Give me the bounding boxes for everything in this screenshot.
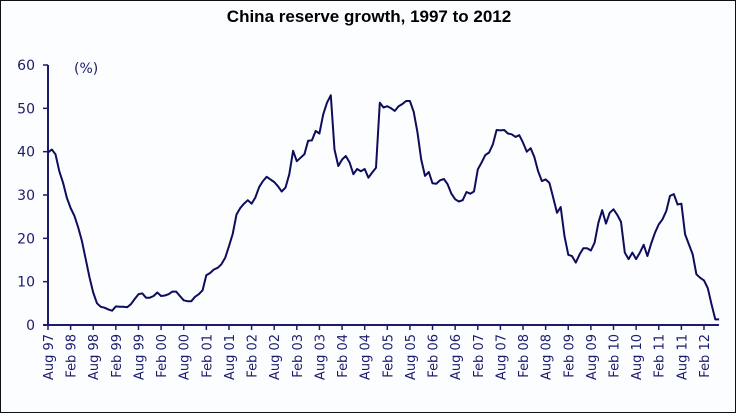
x-tick-label: Aug 10 bbox=[630, 334, 645, 380]
x-tick-label: Feb 04 bbox=[336, 334, 351, 378]
x-tick-label: Feb 00 bbox=[155, 334, 170, 378]
x-tick-label: Feb 11 bbox=[653, 334, 668, 378]
y-tick-label: 0 bbox=[26, 318, 35, 334]
series-line bbox=[47, 94, 720, 321]
x-tick-label: Feb 08 bbox=[517, 334, 532, 378]
x-tick-label: Aug 04 bbox=[359, 334, 374, 380]
x-tick-label: Aug 07 bbox=[494, 334, 509, 380]
x-tick-label: Feb 09 bbox=[562, 334, 577, 378]
axes: 0 10 20 30 40 50 60 Aug 97 Feb 98 Aug 98 Feb 99 Aug… bbox=[17, 58, 719, 380]
x-tick-label: Feb 12 bbox=[698, 334, 713, 378]
x-tick-label: Aug 09 bbox=[585, 334, 600, 380]
chart-title: China reserve growth, 1997 to 2012 bbox=[226, 7, 512, 26]
x-tick-label: Aug 98 bbox=[87, 334, 102, 380]
x-tick-label: Aug 00 bbox=[178, 334, 193, 380]
y-axis-unit-label: (%) bbox=[74, 61, 98, 77]
x-tick-label: Feb 03 bbox=[291, 334, 306, 378]
x-tick-label: Aug 03 bbox=[313, 334, 328, 380]
x-tick-label: Aug 11 bbox=[675, 334, 690, 380]
y-tick-label: 50 bbox=[17, 101, 35, 117]
y-tick-label: 10 bbox=[17, 275, 35, 291]
x-tick-label: Aug 08 bbox=[540, 334, 555, 380]
x-tick-label: Feb 98 bbox=[65, 334, 80, 378]
x-tick-label: Aug 05 bbox=[404, 334, 419, 380]
x-tick-label: Feb 06 bbox=[427, 334, 442, 378]
y-tick-label: 60 bbox=[17, 58, 35, 74]
y-tick-label: 30 bbox=[17, 188, 35, 204]
x-tick-label: Aug 06 bbox=[449, 334, 464, 380]
y-tick-label: 40 bbox=[17, 145, 35, 161]
x-tick-label: Aug 99 bbox=[132, 334, 147, 380]
x-tick-label: Feb 07 bbox=[472, 334, 487, 378]
x-tick-label: Aug 97 bbox=[42, 334, 57, 380]
x-tick-label: Aug 02 bbox=[268, 334, 283, 380]
x-tick-label: Feb 10 bbox=[608, 334, 623, 378]
y-tick-label: 20 bbox=[17, 231, 35, 247]
x-tick-label: Aug 01 bbox=[223, 334, 238, 380]
x-tick-label: Feb 01 bbox=[200, 334, 215, 378]
x-tick-label: Feb 99 bbox=[110, 334, 125, 378]
x-tick-label: Feb 02 bbox=[246, 334, 261, 378]
x-tick-label: Feb 05 bbox=[381, 334, 396, 378]
